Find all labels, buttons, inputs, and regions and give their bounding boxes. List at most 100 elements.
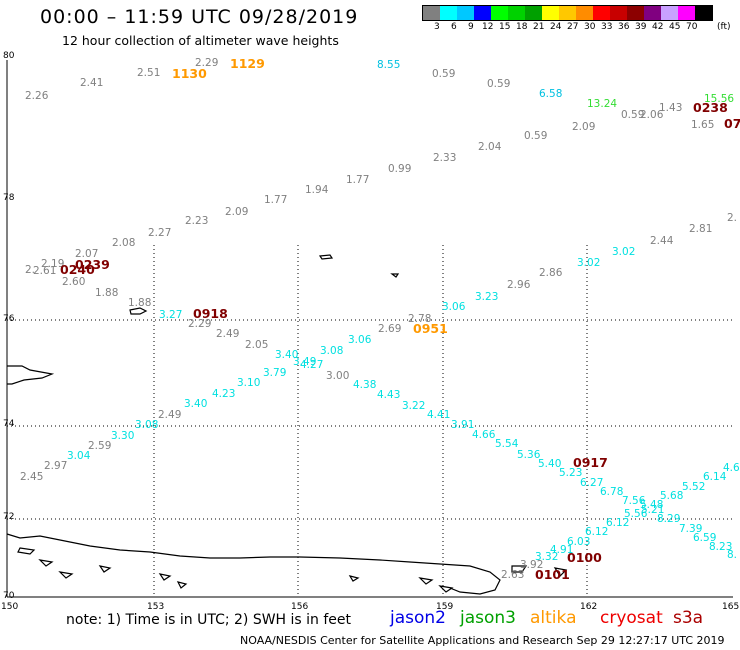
wave-height-label: 1.88: [95, 287, 118, 299]
legend-label: 12: [482, 22, 494, 32]
wave-height-label: 6.27: [580, 477, 603, 489]
coastal-islet-4: [98, 565, 112, 573]
legend-swatch: [576, 6, 593, 20]
wave-height-label: 4.27: [300, 359, 323, 371]
wave-height-label: 2.05: [245, 339, 268, 351]
legend-label: 42: [652, 22, 664, 32]
legend-swatch: [593, 6, 610, 20]
small-island-2: [318, 254, 334, 260]
wave-height-label: 2.97: [44, 460, 67, 472]
legend-swatch: [423, 6, 440, 20]
legend-label: 6: [451, 22, 457, 32]
time-label: 0101: [535, 567, 570, 582]
wave-height-label: 5.36: [517, 449, 541, 461]
wave-height-label: 6.12: [585, 526, 608, 538]
small-island-3: [390, 273, 400, 278]
time-label: 0917: [573, 455, 608, 470]
time-label: 0918: [193, 306, 228, 321]
wave-height-label: 1.77: [264, 194, 287, 206]
wave-height-label: 2.81: [689, 223, 712, 235]
wave-height-label: 3.23: [475, 291, 498, 303]
wave-height-label: 2.51: [137, 67, 160, 79]
wave-height-label: 2.09: [572, 121, 595, 133]
wave-height-label: 7.39: [679, 523, 702, 535]
wave-height-label: 2.49: [158, 409, 181, 421]
legend-swatch: [542, 6, 559, 20]
time-label: 1130: [172, 66, 207, 81]
legend-label: 9: [468, 22, 474, 32]
wave-height-label: 2.: [727, 212, 737, 224]
wave-height-label: 2.49: [216, 328, 239, 340]
legend-label: 3: [434, 22, 440, 32]
wave-height-label: 4.43: [377, 389, 400, 401]
legend-label: 39: [635, 22, 647, 32]
lon-label-165: 165: [722, 602, 739, 612]
wave-height-label: 2.08: [112, 237, 135, 249]
wave-height-label: 7.56: [622, 495, 646, 507]
legend-label: 21: [533, 22, 545, 32]
wave-height-label: 3.49: [293, 356, 316, 368]
time-label: 1129: [230, 56, 265, 71]
time-label: 07: [724, 116, 740, 131]
wave-height-label: 4.38: [353, 379, 376, 391]
color-legend: [422, 5, 713, 21]
map-title: 00:00 – 11:59 UTC 09/28/2019: [40, 6, 359, 28]
wave-height-label: 2.60: [62, 276, 85, 288]
wave-height-label: 2.: [25, 264, 35, 276]
wave-height-label: 3.30: [111, 430, 134, 442]
lat-label-78: 78: [3, 193, 15, 203]
lon-label-162: 162: [580, 602, 597, 612]
wave-height-label: 6.59: [693, 532, 716, 544]
lat-label-80: 80: [3, 51, 15, 61]
wave-height-label: 3.04: [67, 450, 91, 462]
wave-height-label: 1.65: [691, 119, 714, 131]
legend-swatch: [508, 6, 525, 20]
legend-unit: (ft): [717, 22, 731, 32]
time-label: 0238: [693, 100, 728, 115]
wave-height-label: 4.66: [472, 429, 496, 441]
lat-label-70: 70: [3, 591, 15, 601]
legend-swatch: [525, 6, 542, 20]
legend-s3a: s3a: [673, 608, 704, 628]
wave-height-label: 2.59: [88, 440, 111, 452]
wave-height-label: 5.56: [624, 508, 648, 520]
wave-height-label: 3.92: [520, 559, 543, 571]
wave-height-label: 5.40: [538, 458, 561, 470]
wave-height-label: 4.23: [212, 388, 235, 400]
wave-height-label: 2.26: [25, 90, 49, 102]
wave-height-label: 8.: [727, 549, 737, 561]
lon-label-159: 159: [436, 602, 453, 612]
wave-height-label: 8.55: [377, 59, 400, 71]
legend-label: 70: [686, 22, 698, 32]
wave-height-label: 3.02: [612, 246, 635, 258]
wave-height-label: 3.06: [348, 334, 372, 346]
wave-height-label: 2.09: [225, 206, 248, 218]
wave-height-label: 4.41: [427, 409, 450, 421]
wave-height-label: 2.19: [41, 258, 64, 270]
wave-height-label: 6.03: [567, 536, 590, 548]
legend-label: 36: [618, 22, 630, 32]
lat-label-72: 72: [3, 512, 14, 522]
lon-label-150: 150: [1, 602, 18, 612]
legend-swatch: [440, 6, 457, 20]
wave-height-label: 6.14: [703, 471, 727, 483]
wave-height-label: 2.33: [433, 152, 456, 164]
wave-height-label: 2.45: [20, 471, 43, 483]
map-subtitle: 12 hour collection of altimeter wave hei…: [62, 33, 339, 48]
wave-height-label: 3.00: [326, 370, 349, 382]
legend-swatch: [661, 6, 678, 20]
wave-height-label: 2.61: [33, 265, 56, 277]
wave-height-label: 2.23: [185, 215, 208, 227]
siberian-coast: [6, 533, 501, 595]
coastal-islet-9: [438, 585, 454, 593]
legend-label: 27: [567, 22, 579, 32]
wave-height-label: 5.48: [640, 499, 663, 511]
coastal-islet-6: [176, 581, 188, 589]
wave-height-label: 3.10: [237, 377, 260, 389]
legend-label: 30: [584, 22, 596, 32]
wave-height-label: 6.12: [606, 517, 629, 529]
coastal-islet-11: [553, 567, 568, 577]
legend-swatch: [610, 6, 627, 20]
